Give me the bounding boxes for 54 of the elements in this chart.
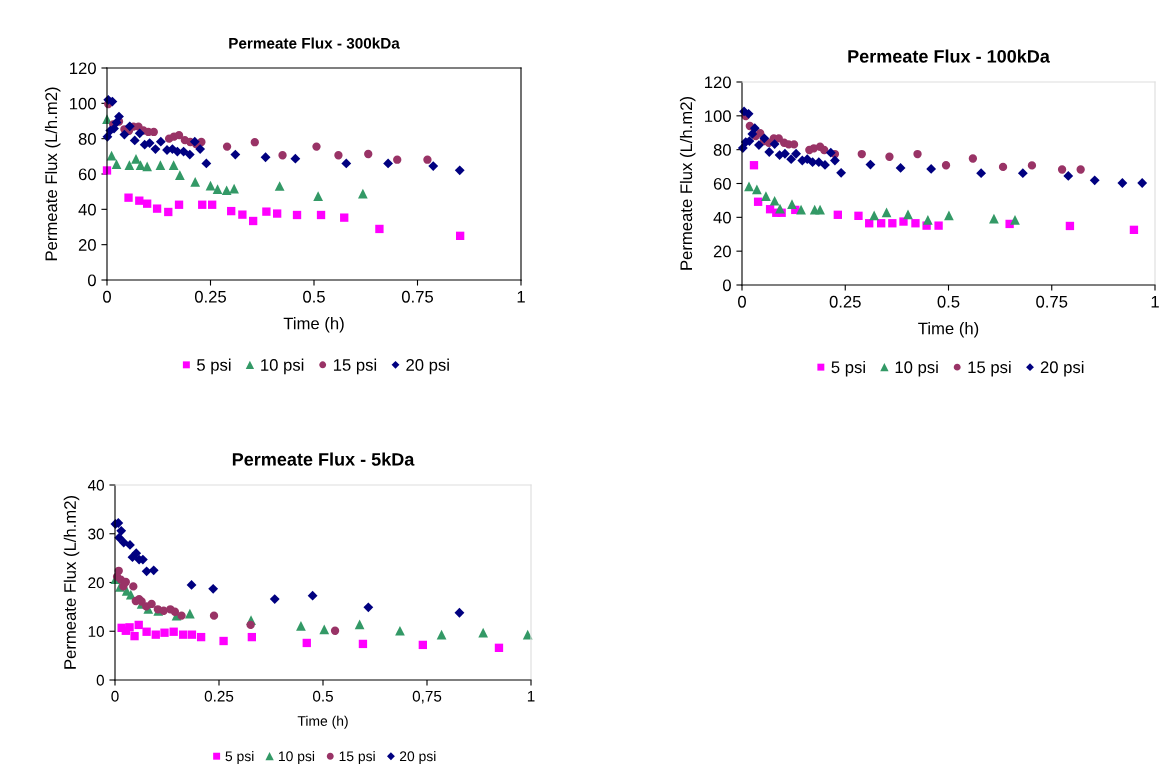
y-tick-label: 0 bbox=[722, 279, 731, 292]
x-tick-label: 0.75 bbox=[1036, 295, 1068, 308]
x-tick-label: 0,75 bbox=[412, 690, 442, 704]
x-tick-label: 0.5 bbox=[312, 690, 333, 702]
legend-label: 5 psi bbox=[197, 358, 231, 375]
y-tick-label: 100 bbox=[705, 110, 731, 123]
legend-label: 5 psi bbox=[831, 360, 865, 377]
y-tick-label: 0 bbox=[87, 274, 96, 287]
y-axis-title: Permeate Flux (L/h.m2) bbox=[44, 87, 61, 261]
x-tick-label: 0.25 bbox=[829, 295, 861, 308]
y-axis-title: Permeate Flux (L/h.m2) bbox=[63, 496, 80, 669]
y-tick-label: 120 bbox=[70, 62, 96, 75]
legend-label: 15 psi bbox=[339, 751, 375, 764]
x-tick-label: 1 bbox=[1151, 296, 1159, 308]
y-tick-label: 20 bbox=[78, 239, 96, 251]
y-tick-label: 60 bbox=[78, 168, 96, 181]
y-tick-label: 100 bbox=[70, 97, 96, 110]
legend-label: 15 psi bbox=[968, 360, 1011, 377]
x-axis-title: Time (h) bbox=[283, 317, 344, 333]
y-tick-label: 20 bbox=[713, 245, 731, 258]
y-tick-label: 80 bbox=[78, 133, 96, 145]
legend-label: 10 psi bbox=[261, 358, 304, 375]
y-tick-label: 120 bbox=[705, 76, 731, 89]
x-tick-label: 0 bbox=[111, 690, 119, 702]
legend-label: 20 psi bbox=[1040, 360, 1084, 377]
x-axis-title: Time (h) bbox=[918, 322, 979, 338]
x-tick-label: 0.5 bbox=[303, 290, 325, 303]
y-tick-label: 0 bbox=[96, 674, 104, 686]
x-tick-label: 0.25 bbox=[204, 690, 234, 702]
chart-title: Permeate Flux - 5kDa bbox=[232, 452, 415, 466]
legend-label: 20 psi bbox=[406, 358, 449, 375]
x-axis-title: Time (h) bbox=[297, 715, 348, 729]
legend-label: 5 psi bbox=[225, 751, 254, 764]
chart-title: Permeate Flux - 100kDa bbox=[848, 49, 1050, 63]
y-tick-label: 10 bbox=[88, 626, 104, 637]
x-tick-label: 0.75 bbox=[401, 290, 434, 303]
y-tick-label: 40 bbox=[713, 211, 731, 224]
x-tick-label: 1 bbox=[527, 690, 535, 702]
legend-label: 10 psi bbox=[895, 360, 938, 377]
y-tick-label: 60 bbox=[713, 177, 731, 190]
legend-label: 20 psi bbox=[399, 751, 436, 764]
y-axis-title: Permeate Flux (L/h.m2) bbox=[679, 97, 696, 270]
chart-title: Permeate Flux - 300kDa bbox=[229, 37, 400, 49]
y-tick-label: 40 bbox=[78, 203, 96, 216]
legend-label: 15 psi bbox=[333, 358, 377, 375]
x-tick-label: 0.5 bbox=[937, 295, 960, 308]
legend-label: 10 psi bbox=[278, 751, 315, 764]
y-tick-label: 30 bbox=[88, 528, 104, 540]
y-tick-label: 80 bbox=[713, 144, 731, 156]
x-tick-label: 0.25 bbox=[194, 290, 227, 303]
y-tick-label: 40 bbox=[87, 479, 104, 491]
y-tick-label: 20 bbox=[88, 577, 104, 589]
x-tick-label: 1 bbox=[517, 291, 525, 303]
x-tick-label: 0 bbox=[738, 295, 746, 308]
